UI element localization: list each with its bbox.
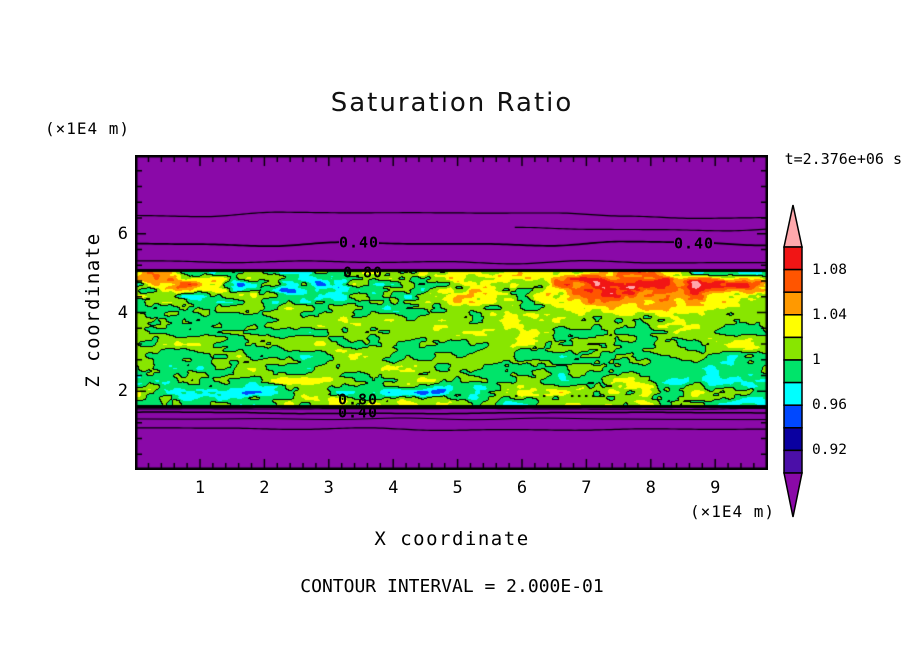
colorbar-tick-label: 1.08 (812, 262, 847, 278)
colorbar (783, 204, 803, 518)
colorbar-tick-label: 0.92 (812, 442, 847, 458)
y-tick-label: 6 (117, 223, 128, 244)
x-axis-unit-label: (×1E4 m) (689, 502, 775, 521)
contour-value-label: 0.80 (342, 263, 384, 282)
x-tick-label: 1 (194, 478, 206, 498)
contour-plot-canvas (135, 155, 768, 470)
contour-interval-note: CONTOUR INTERVAL = 2.000E-01 (300, 576, 604, 597)
colorbar-tick-label: 1.04 (812, 307, 847, 323)
x-tick-label: 3 (323, 478, 334, 498)
colorbar-segment (783, 449, 803, 474)
contour-value-label: 0.40 (673, 234, 715, 253)
x-tick-label: 2 (259, 478, 270, 498)
plot-title: Saturation Ratio (330, 88, 574, 118)
y-tick-label: 4 (117, 302, 128, 323)
colorbar-under-range-arrow (783, 472, 803, 518)
colorbar-segment (783, 336, 803, 361)
colorbar-over-range-arrow (783, 204, 803, 248)
x-tick-label: 6 (516, 478, 528, 498)
colorbar-segment (783, 381, 803, 406)
colorbar-segment (783, 268, 803, 293)
colorbar-segment (783, 291, 803, 316)
contour-value-label: 0.40 (337, 403, 379, 422)
x-tick-label: 4 (388, 478, 399, 498)
y-tick-label: 2 (117, 381, 128, 402)
contour-value-label: 0.40 (338, 233, 380, 252)
x-tick-label: 7 (581, 478, 592, 498)
x-axis-title: X coordinate (374, 528, 530, 550)
colorbar-tick-label: 1 (812, 352, 821, 368)
colorbar-segment (783, 246, 803, 271)
x-tick-label: 8 (645, 478, 656, 498)
x-tick-label: 5 (452, 478, 463, 498)
colorbar-tick-label: 0.96 (812, 397, 847, 413)
time-annotation: t=2.376e+06 s (784, 150, 902, 168)
colorbar-segment (783, 359, 803, 384)
colorbar-segment (783, 427, 803, 452)
contour-value-label: 0.80 (337, 390, 379, 409)
x-tick-label: 9 (710, 478, 721, 498)
colorbar-segment (783, 314, 803, 339)
colorbar-segment (783, 404, 803, 429)
y-axis-unit-label: (×1E4 m) (45, 119, 131, 138)
